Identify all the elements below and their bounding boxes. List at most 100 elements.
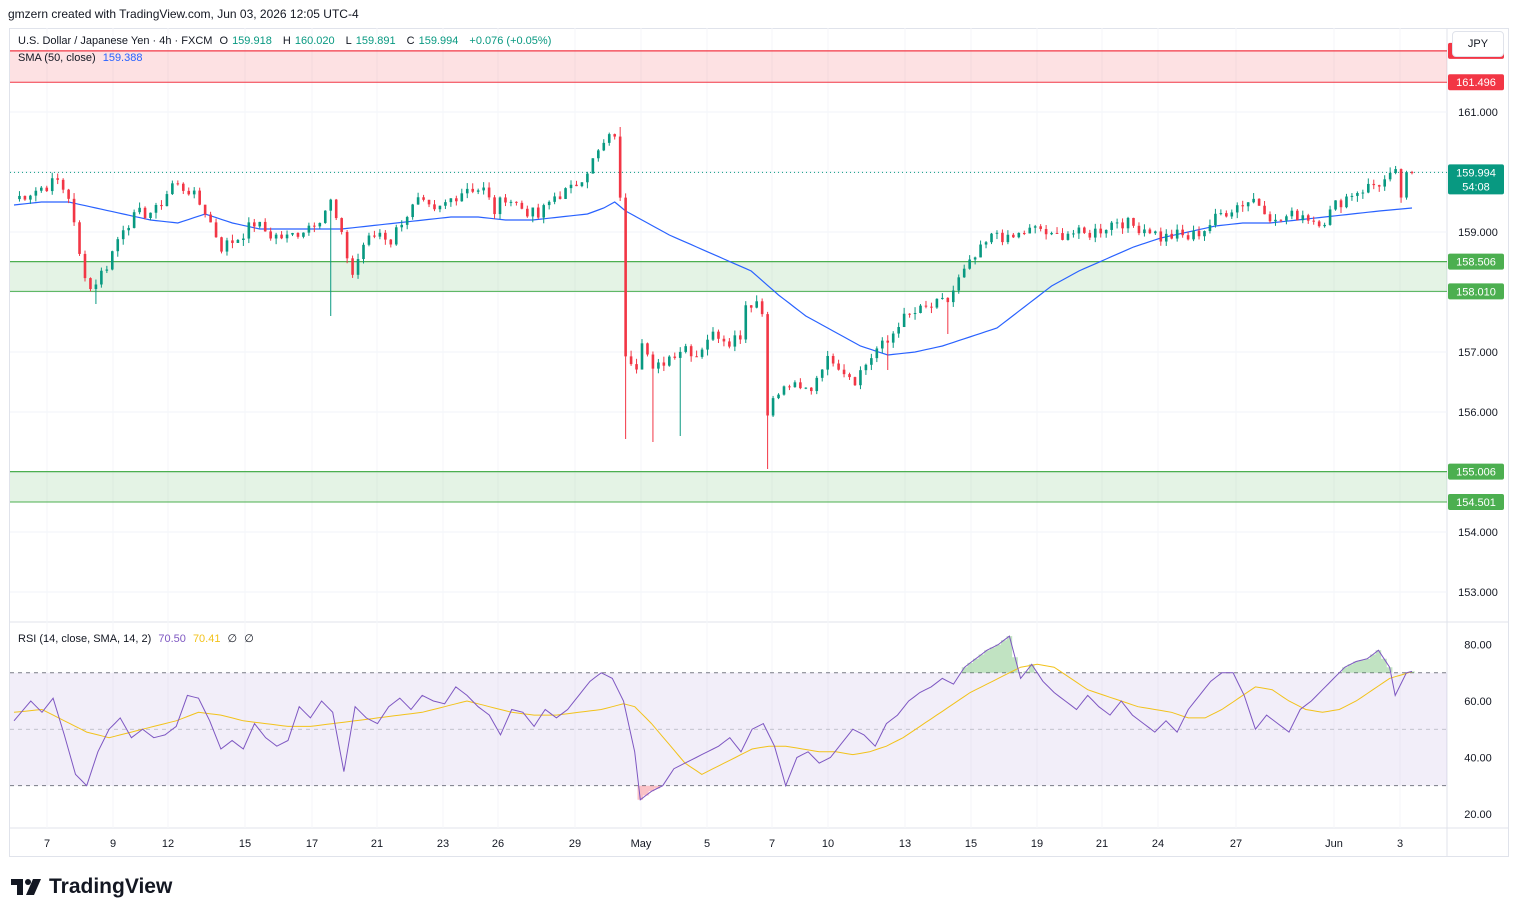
candle <box>1306 215 1310 221</box>
candle <box>56 178 59 180</box>
time-axis-label: 24 <box>1152 838 1164 850</box>
time-axis-label: 5 <box>704 838 710 850</box>
candle <box>739 335 742 340</box>
candle <box>34 190 38 196</box>
price-axis-label: 159.000 <box>1458 227 1498 239</box>
candle <box>105 269 109 271</box>
candle <box>575 184 578 187</box>
candle <box>771 398 775 416</box>
rsi-axis-label: 60.00 <box>1464 696 1492 708</box>
candle <box>160 204 163 207</box>
candle <box>45 187 49 192</box>
candle <box>487 187 491 198</box>
candle <box>968 259 971 269</box>
candle <box>629 356 633 365</box>
candle <box>547 201 551 206</box>
candle <box>482 187 485 191</box>
rsi-extra-1: ∅ <box>227 633 238 645</box>
candle <box>1372 183 1376 186</box>
candle <box>717 331 720 339</box>
candle <box>285 234 289 239</box>
currency-button[interactable]: JPY <box>1452 31 1504 57</box>
candle <box>247 222 251 239</box>
candle <box>405 217 409 225</box>
rsi-axis-label: 80.00 <box>1464 640 1492 652</box>
candle <box>837 363 840 370</box>
candle <box>1110 222 1113 230</box>
resistance-zone <box>10 50 1447 83</box>
candle <box>591 158 595 174</box>
candle <box>995 232 999 234</box>
candle <box>1186 235 1190 240</box>
candle <box>1115 222 1119 224</box>
tradingview-logo-icon <box>11 879 41 895</box>
candle <box>744 305 748 340</box>
candle <box>760 301 764 315</box>
rsi-ma-value: 70.41 <box>192 633 221 645</box>
candle <box>1061 233 1064 240</box>
candle <box>1203 231 1206 237</box>
candle <box>678 351 682 358</box>
candle <box>1001 232 1004 243</box>
candle <box>706 339 709 350</box>
candle <box>400 224 404 228</box>
candle <box>258 221 262 227</box>
candle <box>1192 230 1195 240</box>
candle <box>848 374 851 378</box>
close-key: C <box>406 35 415 47</box>
candle <box>635 364 638 370</box>
candle <box>121 230 125 240</box>
support-zone <box>10 471 1447 502</box>
candle <box>427 199 431 205</box>
candle <box>296 232 300 237</box>
candle <box>1290 210 1294 217</box>
candle <box>509 201 513 203</box>
time-axis-label: 27 <box>1230 838 1242 850</box>
candle <box>668 356 671 366</box>
open-value: 159.918 <box>232 35 272 47</box>
candle <box>722 338 726 342</box>
rsi-label[interactable]: RSI (14, close, SMA, 14, 2) <box>18 633 152 645</box>
candle <box>269 231 272 239</box>
candle <box>941 297 944 299</box>
symbol-title[interactable]: U.S. Dollar / Japanese Yen · 4h · FXCM <box>18 35 213 47</box>
candle <box>1241 205 1245 207</box>
candle <box>1279 219 1283 221</box>
candle <box>50 178 54 192</box>
candle <box>749 305 753 308</box>
candle <box>389 239 393 245</box>
candle <box>1246 202 1250 207</box>
candle <box>864 364 868 371</box>
candle <box>110 251 114 270</box>
ohlc-legend: U.S. Dollar / Japanese Yen · 4h · FXCM O… <box>18 35 555 47</box>
candle <box>684 346 687 352</box>
candle <box>220 237 223 252</box>
candle <box>236 239 240 243</box>
candle <box>984 242 988 245</box>
candle <box>793 382 797 388</box>
sma-line <box>13 201 1413 356</box>
candle <box>1214 213 1217 226</box>
candle <box>1225 213 1228 217</box>
zone-price-tag <box>1448 74 1504 91</box>
time-axis-label: 26 <box>492 838 504 850</box>
candle <box>777 394 780 399</box>
time-axis-label: 7 <box>769 838 775 850</box>
candle <box>1345 196 1348 208</box>
candle <box>449 198 453 203</box>
candle <box>100 270 103 285</box>
candle <box>411 204 414 218</box>
candle <box>455 198 458 202</box>
candle <box>957 277 961 291</box>
sma-label[interactable]: SMA (50, close) <box>18 52 96 64</box>
candle <box>1296 210 1299 221</box>
candle <box>181 183 185 191</box>
tradingview-logo[interactable]: TradingView <box>11 875 172 899</box>
candle <box>782 386 786 395</box>
rsi-line <box>13 635 1413 801</box>
candle <box>935 298 939 308</box>
candle <box>1197 230 1201 237</box>
candle <box>1044 228 1048 235</box>
time-axis-label: 12 <box>162 838 174 850</box>
